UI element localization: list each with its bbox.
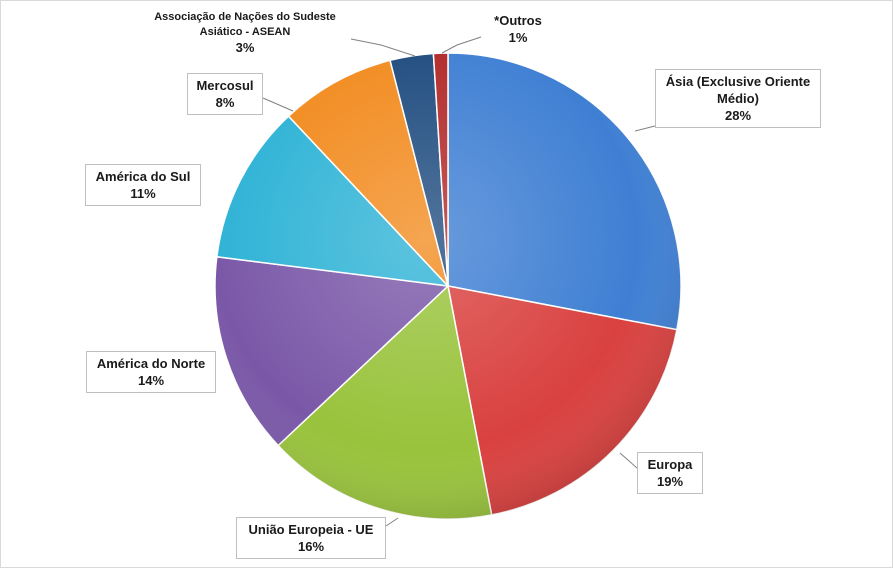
data-label-outros-value: 1% <box>508 30 528 45</box>
data-label-america-norte: América do Norte 14% <box>86 351 216 393</box>
data-label-america-sul-value: 11% <box>130 186 156 201</box>
leader-line-uniao-europeia <box>385 517 399 527</box>
data-label-america-norte-name: América do Norte <box>96 356 206 371</box>
data-label-asia-name: Ásia (Exclusive Oriente Médio) <box>665 74 811 106</box>
data-label-uniao-europeia-value: 16% <box>297 539 325 554</box>
data-label-europa-value: 19% <box>656 474 684 489</box>
data-label-america-sul-name: América do Sul <box>95 169 191 184</box>
leader-line-asean <box>350 38 416 57</box>
data-label-america-sul: América do Sul 11% <box>85 164 201 206</box>
data-label-uniao-europeia-name: União Europeia - UE <box>248 522 374 537</box>
data-label-europa: Europa 19% <box>637 452 703 494</box>
data-label-mercosul-value: 8% <box>215 95 235 110</box>
data-label-asean-value: 3% <box>235 40 255 55</box>
leader-line-europa <box>619 452 638 469</box>
leader-line-mercosul <box>262 97 294 112</box>
data-label-asia-value: 28% <box>724 108 752 123</box>
leader-line-outros <box>441 36 482 54</box>
data-label-america-norte-value: 14% <box>137 373 165 388</box>
data-label-mercosul-name: Mercosul <box>196 78 254 93</box>
data-label-asia: Ásia (Exclusive Oriente Médio) 28% <box>655 69 821 128</box>
data-label-uniao-europeia: União Europeia - UE 16% <box>236 517 386 559</box>
data-label-asean: Associação de Nações do Sudeste Asiático… <box>139 6 351 59</box>
data-label-asean-name: Associação de Nações do Sudeste Asiático… <box>154 11 336 38</box>
data-label-europa-name: Europa <box>647 457 693 472</box>
data-label-outros-name: *Outros <box>494 13 542 28</box>
pie-slice-asia <box>447 52 682 331</box>
leader-line-asia <box>634 125 656 132</box>
data-label-mercosul: Mercosul 8% <box>187 73 263 115</box>
data-label-outros: *Outros 1% <box>481 8 555 50</box>
